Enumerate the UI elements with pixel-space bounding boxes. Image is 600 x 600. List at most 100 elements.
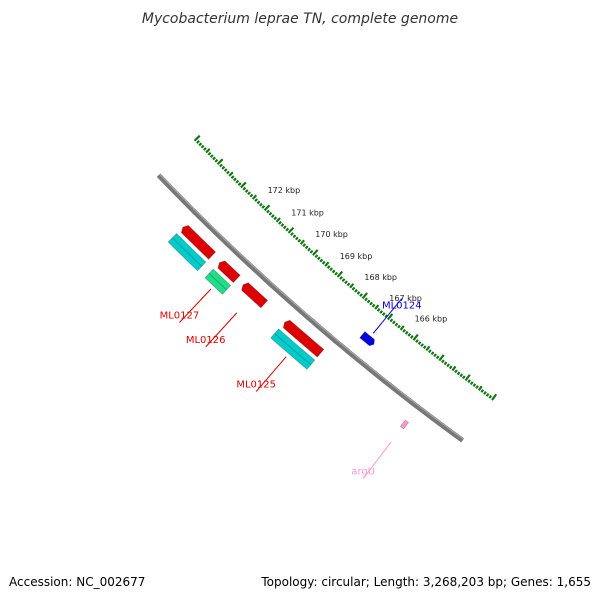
minor-tick — [196, 140, 200, 144]
minor-tick — [456, 371, 461, 376]
major-tick — [464, 374, 471, 382]
minor-tick — [280, 223, 285, 227]
minor-tick — [322, 260, 326, 265]
cds-feature-ML0125 — [270, 328, 316, 370]
minor-tick — [485, 393, 490, 397]
major-tick — [438, 354, 445, 362]
minor-tick — [252, 194, 257, 200]
backbone-layer — [156, 173, 465, 443]
minor-tick — [402, 328, 406, 333]
minor-tick — [483, 391, 487, 395]
tick-label: 172 kbp — [268, 186, 301, 195]
minor-tick — [334, 271, 338, 276]
minor-tick — [209, 154, 214, 158]
minor-tick — [430, 351, 435, 356]
minor-tick — [214, 159, 219, 163]
major-tick — [412, 334, 419, 341]
cds-feature-unnamed — [167, 232, 207, 272]
minor-tick — [477, 385, 483, 391]
minor-tick — [235, 179, 240, 184]
minor-tick — [331, 269, 336, 274]
minor-tick — [454, 369, 458, 374]
minor-tick — [297, 238, 302, 243]
minor-tick — [309, 249, 314, 254]
gene-feature-ML0125 — [282, 319, 325, 358]
minor-tick — [299, 239, 305, 245]
minor-tick — [290, 232, 294, 236]
minor-tick — [420, 343, 424, 347]
minor-tick — [374, 304, 380, 310]
tick-label: 166 kbp — [415, 314, 448, 323]
gene-layer — [167, 225, 409, 430]
minor-tick — [451, 365, 457, 372]
minor-tick — [423, 345, 427, 349]
minor-tick — [283, 225, 287, 230]
genome-backbone-highlight — [159, 173, 464, 440]
minor-tick — [371, 303, 376, 308]
minor-tick — [392, 320, 396, 325]
minor-tick — [435, 355, 440, 360]
minor-tick — [230, 175, 235, 179]
cds-feature-ML0127 — [204, 268, 232, 295]
gene-feature-ML0127 — [217, 260, 241, 284]
minor-tick — [307, 247, 311, 252]
minor-tick — [295, 236, 299, 241]
minor-tick — [364, 297, 368, 302]
gene-feature-ML0126 — [241, 282, 269, 309]
gene-label-leader — [362, 441, 392, 479]
minor-tick — [249, 193, 254, 198]
minor-tick — [443, 361, 448, 366]
minor-tick — [351, 286, 356, 291]
minor-tick — [356, 291, 361, 295]
minor-tick — [304, 245, 309, 250]
minor-tick — [302, 243, 306, 247]
cds-feature-divider — [208, 273, 227, 291]
minor-tick — [273, 216, 277, 221]
minor-tick — [259, 202, 263, 207]
minor-tick — [382, 312, 386, 316]
minor-tick — [399, 325, 405, 331]
cds-feature-divider — [172, 237, 203, 267]
minor-tick — [397, 324, 401, 329]
minor-tick — [366, 299, 371, 304]
tick-label: 169 kbp — [340, 252, 373, 261]
minor-tick — [266, 209, 270, 214]
gene-label-leader — [179, 288, 212, 323]
minor-tick — [242, 186, 247, 191]
gene-label-ML0126: ML0126 — [186, 335, 226, 346]
minor-tick — [446, 363, 450, 368]
minor-tick — [228, 171, 234, 177]
gene-feature-argU — [399, 419, 409, 430]
genome-summary-text: Topology: circular; Length: 3,268,203 bp… — [260, 575, 591, 589]
minor-tick — [200, 144, 205, 149]
major-tick — [216, 158, 224, 165]
gene-label-ML0124: ML0124 — [382, 301, 422, 312]
minor-tick — [324, 261, 330, 267]
label-layer: 166 kbp 167 kbp 168 kbp 169 kbp 170 kbp 171 k… — [160, 186, 448, 479]
tick-label: 170 kbp — [315, 230, 348, 239]
minor-tick — [339, 276, 343, 280]
minor-tick — [203, 147, 207, 151]
minor-tick — [317, 256, 321, 261]
tick-label: 168 kbp — [364, 273, 397, 282]
minor-tick — [441, 359, 445, 364]
minor-tick — [237, 182, 242, 186]
minor-tick — [292, 234, 297, 239]
tick-label: 171 kbp — [291, 208, 324, 217]
minor-tick — [278, 221, 282, 225]
gene-label-leader — [372, 298, 403, 334]
minor-tick — [314, 254, 319, 258]
minor-tick — [488, 395, 492, 399]
gene-feature-ML0124 — [359, 331, 375, 347]
minor-tick — [344, 280, 348, 285]
minor-tick — [389, 318, 394, 323]
minor-tick — [415, 339, 419, 343]
minor-tick — [417, 341, 422, 345]
minor-tick — [354, 289, 358, 293]
minor-tick — [271, 214, 275, 218]
minor-tick — [472, 383, 477, 387]
major-tick — [387, 313, 394, 321]
major-tick — [263, 204, 271, 212]
minor-tick — [480, 389, 485, 393]
minor-tick — [198, 142, 203, 147]
